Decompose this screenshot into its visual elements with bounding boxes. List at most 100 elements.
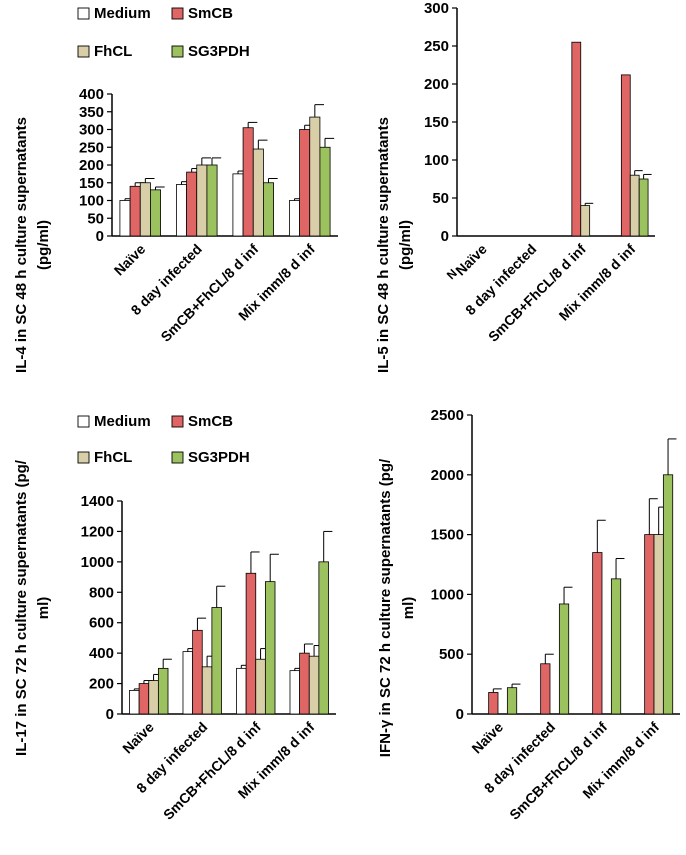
- y-tick-label: 400: [79, 86, 104, 103]
- y-tick-label: 1200: [81, 523, 114, 540]
- bar-medium-3: [289, 670, 301, 715]
- bar-sg3pdh-2: [264, 581, 276, 715]
- bar-fhcl-1: [196, 164, 208, 237]
- legend-label-fhcl: FhCL: [94, 43, 132, 60]
- panel-ifng-chart: 0 500 1000 1500 2000 2500 IFN-γ in SC 72 h cul…: [377, 407, 680, 823]
- bar-medium-1: [176, 184, 187, 237]
- legend-label-fhcl: FhCL: [94, 449, 132, 466]
- y-tick-label: 50: [432, 190, 449, 207]
- y-tick-label: 2500: [431, 407, 464, 424]
- bar-sg3pdh-3: [318, 561, 329, 715]
- bar-smcb-0: [129, 185, 141, 237]
- x-category-label: SmCB+FhCL/8 d inf: [157, 241, 261, 345]
- legend-label-medium: Medium: [94, 5, 151, 22]
- y-axis-label: IL-5 in SC 48 h culture supernatants: [375, 117, 392, 373]
- y-tick-label: 600: [89, 615, 114, 632]
- y-tick-label: 2000: [431, 467, 464, 484]
- bar-medium-3: [289, 200, 300, 237]
- bar-smcb-2: [242, 127, 254, 237]
- x-category-label: SmCB+FhCL/8 d inf: [160, 719, 264, 823]
- bar-fhcl-3: [308, 655, 320, 715]
- y-tick-label: 0: [96, 228, 104, 245]
- bar-fhcl-0: [139, 182, 151, 237]
- legend-swatch-medium: [77, 415, 90, 428]
- bar-fhcl-2: [252, 148, 264, 237]
- bar-medium-2: [236, 667, 247, 715]
- bar-smcb-3: [620, 74, 631, 237]
- bar-medium-0: [129, 690, 140, 715]
- bar-fhcl-3: [653, 534, 664, 715]
- legend-swatch-smcb: [171, 415, 184, 428]
- bar-smcb-0: [488, 692, 499, 715]
- bar-fhcl-3: [309, 116, 321, 237]
- bar-sg3pdh-3: [319, 146, 331, 237]
- x-category-label: Naïve: [119, 719, 157, 757]
- y-tick-label: 1000: [81, 554, 114, 571]
- y-tick-label: 350: [79, 104, 104, 121]
- bar-smcb-1: [540, 663, 551, 715]
- bar-smcb-3: [299, 652, 310, 715]
- x-category-label: SmCB+FhCL/8 d inf: [485, 241, 589, 345]
- legend-label-smcb: SmCB: [188, 413, 233, 430]
- y-tick-label: 400: [89, 645, 114, 662]
- x-category-label: SmCB+FhCL/8 d inf: [506, 719, 610, 823]
- y-tick-label: 0: [441, 228, 449, 245]
- y-axis-label: IFN-γ in SC 72 h culture supernatants (p…: [377, 458, 394, 757]
- y-tick-label: 150: [79, 175, 104, 192]
- bar-sg3pdh-3: [638, 178, 649, 237]
- legend-swatch-sg3pdh: [171, 451, 184, 464]
- legend-label-sg3pdh: SG3PDH: [188, 43, 250, 60]
- y-axis-label: IL-17 in SC 72 h culture supernatants (p…: [13, 459, 30, 756]
- panel-il17-chart: 0 200 400 600 800 1000 1200 1400 IL-17 in SC 72 …: [13, 413, 336, 823]
- bar-sg3pdh-2: [610, 578, 622, 715]
- legend-label-medium: Medium: [94, 413, 151, 430]
- y-tick-label: 250: [424, 38, 449, 55]
- legend-swatch-fhcl: [77, 451, 90, 464]
- bar-smcb-2: [571, 41, 582, 237]
- bar-sg3pdh-0: [157, 667, 169, 715]
- y-tick-label: 0: [456, 706, 464, 723]
- y-tick-label: 100: [79, 193, 104, 210]
- bar-sg3pdh-3: [662, 474, 674, 715]
- y-axis-label: IL-4 in SC 48 h culture supernatants: [13, 117, 30, 373]
- y-axis-label: (pg/ml): [397, 220, 414, 270]
- y-tick-label: 100: [424, 152, 449, 169]
- y-tick-label: 300: [424, 0, 449, 17]
- legend-label-sg3pdh: SG3PDH: [188, 449, 250, 466]
- bar-fhcl-2: [580, 205, 591, 237]
- bar-fhcl-0: [148, 680, 159, 715]
- bar-smcb-3: [299, 129, 311, 237]
- y-tick-label: 250: [79, 139, 104, 156]
- y-tick-label: 0: [106, 706, 114, 723]
- legend-label-smcb: SmCB: [188, 5, 233, 22]
- bar-smcb-1: [186, 171, 198, 237]
- bar-medium-2: [232, 173, 244, 237]
- bar-sg3pdh-1: [558, 603, 570, 715]
- bar-sg3pdh-1: [211, 607, 222, 715]
- legend-swatch-medium: [77, 7, 90, 20]
- x-category-label: Naïve: [468, 719, 506, 757]
- y-tick-label: 200: [79, 157, 104, 174]
- bar-sg3pdh-1: [206, 164, 218, 237]
- legend-swatch-fhcl: [77, 45, 90, 58]
- y-tick-label: 150: [424, 114, 449, 131]
- y-tick-label: 1400: [81, 493, 114, 510]
- bar-sg3pdh-0: [506, 687, 518, 715]
- y-axis-label: (pg/ml): [35, 220, 52, 270]
- x-category-label: Naïve: [111, 241, 149, 279]
- bar-smcb-2: [245, 572, 257, 715]
- panel-il5-chart: 0 50 100 150 200 250 300 IL-5 in SC 48 h cultur…: [375, 0, 655, 373]
- bar-fhcl-1: [201, 666, 213, 715]
- x-category-label: Naïve: [452, 241, 490, 279]
- bar-fhcl-2: [255, 658, 266, 715]
- y-tick-label: 1000: [431, 586, 464, 603]
- bar-medium-1: [182, 651, 194, 715]
- bar-smcb-2: [592, 552, 603, 715]
- y-tick-label: 200: [89, 676, 114, 693]
- y-tick-label: 200: [424, 76, 449, 93]
- bar-smcb-1: [192, 629, 203, 715]
- y-tick-label: 50: [87, 210, 104, 227]
- y-tick-label: 1500: [431, 527, 464, 544]
